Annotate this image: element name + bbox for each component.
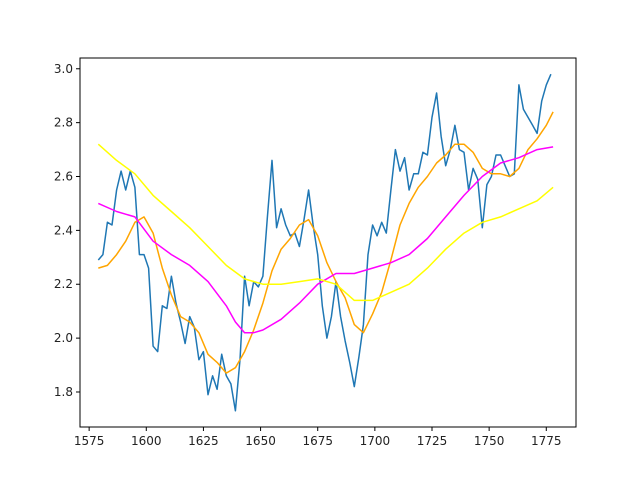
series-line-raw (97, 73, 552, 412)
y-tick-label: 1.8 (54, 385, 73, 399)
x-tick-label: 1625 (188, 434, 219, 448)
y-tick-label: 2.6 (54, 170, 73, 184)
series-line-ma_long (97, 143, 554, 302)
x-tick-label: 1725 (417, 434, 448, 448)
plot-series (97, 73, 554, 412)
y-tick-label: 3.0 (54, 62, 73, 76)
x-tick-label: 1675 (302, 434, 333, 448)
x-axis: 1575 1600 1625 1650 1675 1700 1725 1750 1775 (74, 427, 562, 448)
plot-frame (79, 57, 577, 428)
x-tick-label: 1650 (245, 434, 276, 448)
y-tick-label: 2.8 (54, 116, 73, 130)
y-axis: 1.8 2.0 2.2 2.4 2.6 2.8 3.0 (54, 62, 80, 399)
x-tick-label: 1700 (360, 434, 391, 448)
x-tick-label: 1775 (531, 434, 562, 448)
y-tick-label: 2.4 (54, 223, 73, 237)
y-tick-label: 2.2 (54, 277, 73, 291)
series-line-ma_medium (97, 146, 554, 334)
x-tick-label: 1600 (131, 434, 162, 448)
y-tick-label: 2.0 (54, 331, 73, 345)
x-tick-label: 1750 (474, 434, 505, 448)
x-tick-label: 1575 (74, 434, 105, 448)
series-line-ma_short (98, 111, 554, 374)
